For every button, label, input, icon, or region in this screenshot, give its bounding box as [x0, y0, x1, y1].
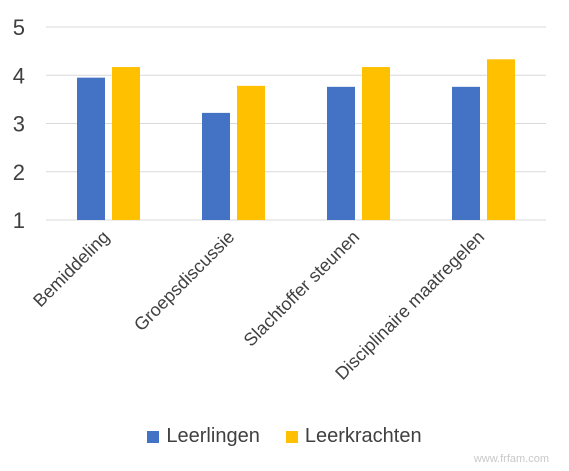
legend-label: Leerkrachten	[304, 425, 422, 447]
legend-swatch	[285, 430, 298, 443]
bars	[77, 59, 515, 221]
y-axis-tick-labels: 1 2 3 4 5	[13, 15, 25, 233]
bar-leerlingen-3	[452, 86, 480, 220]
bar-leerkrachten-0	[112, 67, 140, 220]
bar-leerlingen-0	[77, 77, 105, 220]
legend-label: Leerlingen	[166, 425, 260, 447]
watermark: www.frfam.com	[473, 453, 549, 465]
bar-leerkrachten-3	[487, 59, 515, 220]
y-tick-label: 4	[13, 63, 25, 88]
bar-leerlingen-2	[327, 86, 355, 220]
bar-leerlingen-1	[202, 112, 230, 220]
x-tick-label: Bemiddeling	[29, 227, 113, 311]
x-tick-label: Slachtoffer steunen	[240, 227, 364, 351]
x-tick-label: Groepsdiscussie	[130, 227, 238, 335]
x-axis-tick-labels: Bemiddeling Groepsdiscussie Slachtoffer st…	[29, 227, 488, 384]
chart-legend: Leerlingen Leerkrachten	[0, 425, 569, 448]
y-tick-label: 2	[13, 160, 25, 185]
y-tick-label: 3	[13, 112, 25, 137]
legend-item-series-1: Leerkrachten	[285, 425, 422, 448]
legend-item-series-0: Leerlingen	[147, 425, 260, 448]
legend-swatch	[147, 430, 160, 443]
bar-leerkrachten-1	[237, 85, 265, 221]
bar-leerkrachten-2	[362, 67, 390, 220]
x-tick-label: Disciplinaire maatregelen	[331, 227, 488, 384]
y-tick-label: 1	[13, 208, 25, 233]
y-tick-label: 5	[13, 15, 25, 40]
bar-chart: 1 2 3 4 5 Bemiddeling Groepsdiscussie Slachtof…	[13, 15, 546, 384]
